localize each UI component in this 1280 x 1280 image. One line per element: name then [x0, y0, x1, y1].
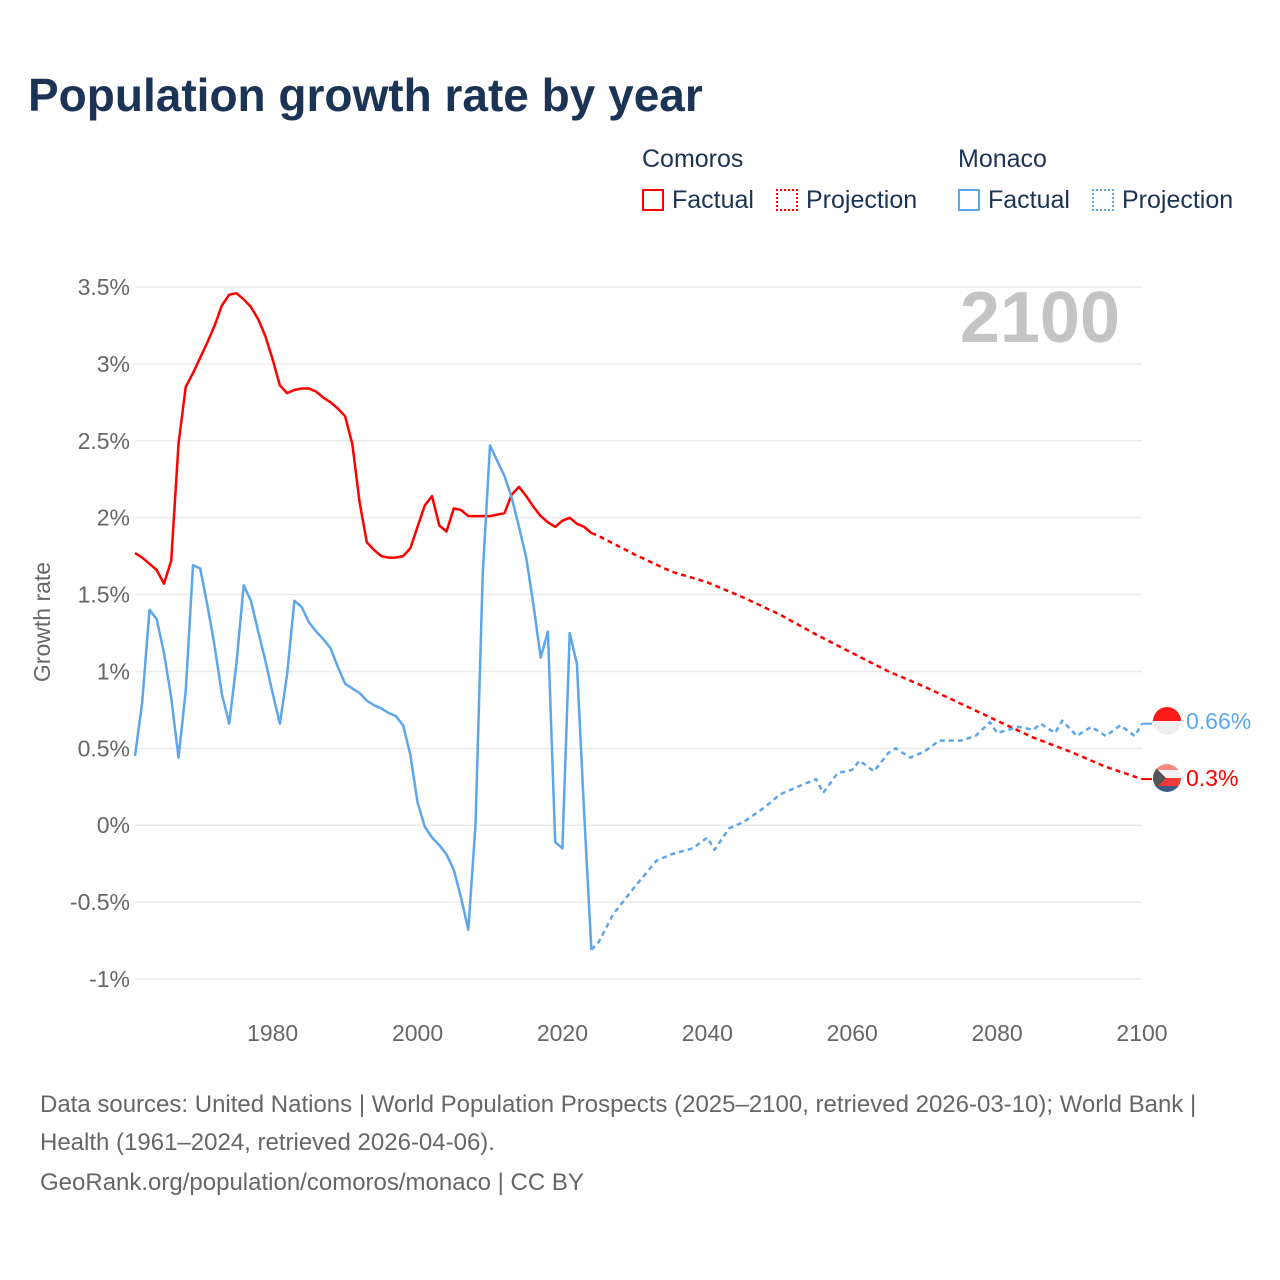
x-tick-label: 2000: [392, 1020, 443, 1046]
comoros-flag-icon: [1153, 764, 1181, 792]
x-tick-label: 2040: [682, 1020, 733, 1046]
monaco-flag-icon: [1153, 707, 1181, 735]
legend-swatch-dotted: [776, 189, 798, 211]
series-line-monaco-factual: [133, 444, 593, 950]
y-tick-label: 0.5%: [78, 735, 130, 761]
y-tick-label: 1%: [97, 658, 130, 684]
y-tick-label: 1.5%: [78, 582, 130, 608]
legend-label: Factual: [988, 186, 1070, 214]
x-tick-label: 2100: [1116, 1020, 1167, 1046]
x-tick-label: 2060: [827, 1020, 878, 1046]
monaco-end-value: 0.66%: [1186, 708, 1251, 734]
chart-title: Population growth rate by year: [28, 69, 703, 121]
y-tick-label: 3.5%: [78, 274, 130, 300]
x-tick-label: 2020: [537, 1020, 588, 1046]
legend-label: Factual: [672, 186, 754, 214]
y-axis-label: Growth rate: [29, 562, 55, 682]
legend-swatch-solid: [958, 189, 980, 211]
legend-label: Projection: [806, 186, 918, 214]
y-tick-label: 2.5%: [78, 428, 130, 454]
legend-comoros-projection[interactable]: Projection: [776, 186, 917, 215]
x-tick-label: 2080: [972, 1020, 1023, 1046]
footer-sources: Data sources: United Nations | World Pop…: [40, 1091, 1197, 1156]
y-tick-label: -0.5%: [70, 889, 130, 915]
x-tick-label: 1980: [247, 1020, 298, 1046]
legend-monaco-factual[interactable]: Factual: [958, 186, 1070, 215]
comoros-end-value: 0.3%: [1186, 765, 1238, 791]
legend-group-comoros: Comoros: [642, 145, 744, 173]
y-tick-label: 0%: [97, 812, 130, 838]
y-tick-label: 2%: [97, 505, 130, 531]
legend-swatch-solid: [642, 189, 664, 211]
y-tick-label: -1%: [89, 966, 130, 992]
footer-attribution-link[interactable]: GeoRank.org/population/comoros/monaco | …: [40, 1169, 584, 1196]
legend-label: Projection: [1122, 186, 1234, 214]
legend-swatch-dotted: [1092, 189, 1114, 211]
legend-comoros-factual[interactable]: Factual: [642, 186, 754, 215]
legend-group-monaco: Monaco: [958, 145, 1047, 173]
series-line-comoros-projection: [590, 531, 1143, 781]
legend-monaco-projection[interactable]: Projection: [1092, 186, 1233, 215]
series-line-comoros-factual: [134, 291, 593, 586]
y-tick-label: 3%: [97, 351, 130, 377]
series-line-monaco-projection: [590, 719, 1144, 951]
year-watermark: 2100: [960, 278, 1120, 358]
